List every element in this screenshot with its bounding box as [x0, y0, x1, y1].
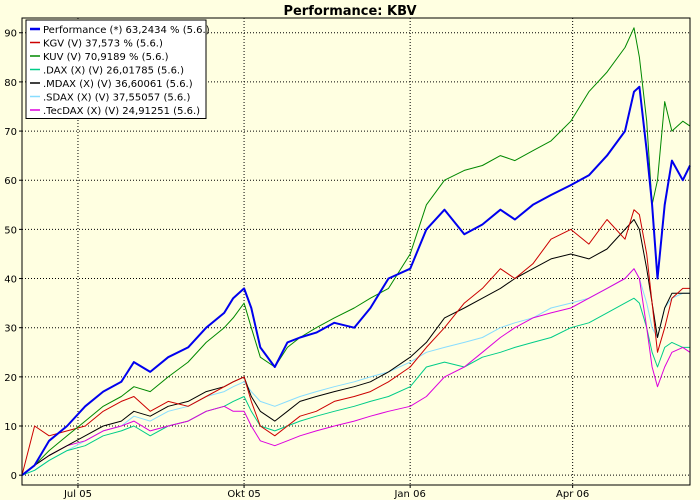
y-tick-label: 80 — [4, 78, 17, 89]
x-tick-label: Jan 06 — [393, 489, 425, 500]
x-tick-label: Okt 05 — [227, 489, 261, 500]
legend-entry: KGV (V) 37,573 % (5.6.) — [43, 39, 163, 50]
legend-entry: .MDAX (X) (V) 36,60061 (5.6.) — [43, 79, 193, 90]
y-tick-label: 60 — [4, 176, 17, 187]
x-axis: Jul 05 Okt 05 Jan 06 Apr 06 — [63, 485, 589, 500]
legend-entry: .SDAX (X) (V) 37,55057 (5.6.) — [43, 93, 190, 104]
legend-entry: .DAX (X) (V) 26,01785 (5.6.) — [43, 66, 184, 77]
x-tick-label: Apr 06 — [556, 489, 589, 500]
y-axis: 0 10 20 30 40 50 60 70 80 90 — [4, 29, 22, 482]
x-tick-label: Jul 05 — [63, 489, 92, 500]
series-line-4 — [21, 219, 690, 476]
series-line-0 — [21, 85, 691, 476]
y-tick-label: 10 — [4, 422, 17, 433]
legend: Performance (*) 63,2434 % (5.6.) KGV (V) … — [25, 19, 210, 119]
y-tick-label: 40 — [4, 275, 17, 286]
chart-title: Performance: KBV — [283, 4, 416, 19]
y-tick-label: 30 — [4, 324, 17, 335]
y-tick-label: 20 — [4, 373, 17, 384]
series-line-1 — [21, 209, 690, 476]
legend-entry: KUV (V) 70,9189 % (5.6.) — [43, 52, 169, 63]
y-tick-label: 70 — [4, 127, 17, 138]
legend-entry: .TecDAX (X) (V) 24,91251 (5.6.) — [43, 106, 200, 117]
series-line-3 — [21, 297, 690, 476]
series-line-2 — [21, 27, 691, 476]
plot-frame — [21, 17, 691, 486]
legend-box — [25, 19, 207, 119]
y-tick-label: 90 — [4, 29, 17, 40]
series-line-6 — [21, 268, 691, 476]
y-tick-label: 0 — [11, 471, 17, 482]
series-layer — [21, 27, 691, 476]
legend-entry: Performance (*) 63,2434 % (5.6.) — [43, 25, 210, 36]
y-tick-label: 50 — [4, 225, 17, 236]
